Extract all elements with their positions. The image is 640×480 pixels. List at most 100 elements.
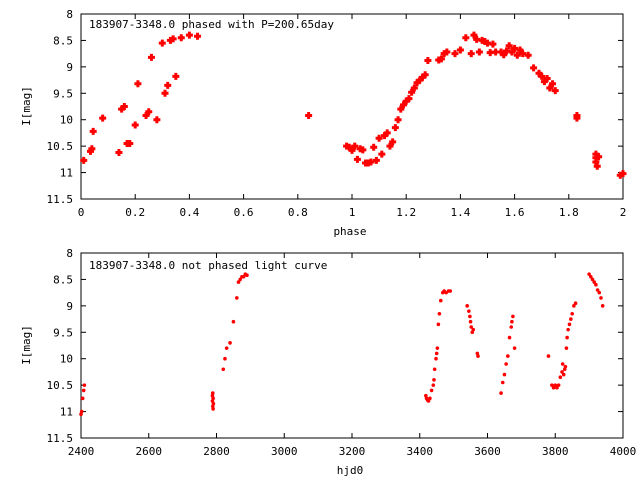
unphased-data-point	[468, 319, 473, 324]
phased-data-point	[80, 156, 88, 164]
phased-data-point	[177, 34, 185, 42]
phased-data-point	[475, 48, 483, 56]
unphased-data-point	[564, 346, 569, 350]
phased-data-point	[592, 150, 600, 158]
unphased-xtick-label: 3200	[339, 445, 366, 458]
phased-data-point	[535, 69, 543, 77]
phased-xtick-label: 0.2	[125, 206, 145, 219]
unphased-data-point	[570, 311, 574, 316]
phased-data-point	[402, 97, 410, 105]
phased-xtick-label: 0	[78, 206, 85, 219]
phased-data-point	[381, 132, 389, 140]
phased-data-point	[595, 153, 603, 161]
phased-data-point	[147, 53, 155, 61]
unphased-data-point	[599, 296, 603, 300]
phased-data-point	[305, 111, 313, 119]
phased-data-point	[383, 129, 391, 137]
unphased-data-point	[565, 335, 569, 340]
unphased-data-point	[468, 314, 472, 319]
unphased-data-point	[426, 399, 431, 403]
phased-data-point	[593, 162, 601, 170]
unphased-data-point	[211, 396, 215, 401]
unphased-data-point	[560, 362, 565, 366]
phased-data-point	[120, 103, 128, 110]
unphased-data-point	[510, 319, 514, 324]
phased-data-point	[134, 80, 142, 88]
phased-plot-title: 183907-3348.0 phased with P=200.65day	[89, 18, 334, 31]
phased-data-point	[408, 88, 416, 96]
unphased-data-point	[590, 277, 595, 282]
phased-data-point	[516, 46, 524, 54]
unphased-data-point	[512, 346, 517, 350]
phased-data-point	[619, 170, 627, 178]
unphased-data-point	[592, 280, 597, 284]
phased-data-point	[551, 87, 559, 95]
phased-data-point	[345, 143, 353, 151]
unphased-xtick-label: 3000	[271, 445, 298, 458]
phased-data-point	[166, 36, 174, 44]
phased-data-point	[161, 89, 169, 97]
phased-data-point	[405, 95, 413, 103]
phased-data-point	[519, 50, 527, 58]
phased-data-point	[410, 84, 418, 92]
unphased-data-point	[432, 367, 437, 372]
phased-ytick-label: 10	[60, 114, 73, 127]
unphased-data-point	[241, 274, 246, 279]
unphased-ytick-label: 10	[60, 353, 73, 366]
phased-data-point	[389, 138, 397, 146]
unphased-data-point	[569, 317, 573, 321]
phased-data-point	[351, 142, 359, 150]
phased-ytick-label: 9.5	[53, 87, 73, 100]
unphased-data-point	[504, 362, 508, 366]
phased-data-point	[378, 150, 386, 158]
unphased-xtick-label: 4000	[610, 445, 637, 458]
unphased-plot-points	[79, 272, 605, 417]
phased-ytick-label: 11.5	[47, 193, 74, 206]
unphased-data-point	[435, 346, 440, 350]
unphased-data-point	[223, 356, 227, 361]
phased-data-point	[492, 48, 500, 56]
unphased-ytick-label: 11	[60, 406, 73, 419]
phased-data-point	[372, 156, 380, 164]
unphased-data-point	[555, 385, 559, 390]
unphased-data-point	[438, 298, 443, 303]
unphased-xtick-label: 3400	[407, 445, 434, 458]
phased-ytick-label: 8	[66, 8, 73, 21]
phased-data-point	[89, 127, 97, 135]
phased-xtick-label: 1	[349, 206, 356, 219]
unphased-data-point	[469, 325, 474, 329]
unphased-data-point	[589, 274, 593, 279]
unphased-data-point	[500, 380, 505, 385]
phased-ytick-label: 10.5	[47, 140, 74, 153]
unphased-data-point	[432, 378, 436, 382]
unphased-ytick-label: 8.5	[53, 273, 73, 286]
phased-xtick-label: 1.6	[505, 206, 525, 219]
phased-data-point	[473, 35, 481, 43]
unphased-plot-xlabel: hjd0	[337, 464, 364, 477]
unphased-plot-ylabel: I[mag]	[20, 325, 33, 365]
unphased-data-point	[436, 322, 441, 327]
phased-data-point	[375, 134, 383, 142]
phased-data-point	[543, 74, 551, 82]
phased-data-point	[540, 78, 548, 86]
unphased-data-point	[566, 327, 570, 332]
unphased-data-point	[587, 272, 591, 276]
unphased-plot-frame	[80, 252, 624, 439]
unphased-data-point	[82, 383, 87, 387]
phased-data-point	[505, 42, 513, 50]
unphased-data-point	[224, 346, 229, 350]
phased-data-point	[546, 84, 554, 92]
unphased-data-point	[594, 282, 598, 287]
unphased-data-point	[79, 409, 84, 414]
unphased-data-point	[546, 354, 551, 358]
phased-data-point	[440, 50, 448, 58]
phased-data-point	[145, 108, 153, 116]
phased-data-point	[353, 155, 361, 163]
phased-data-point	[158, 39, 166, 47]
phased-xtick-label: 1.4	[450, 206, 470, 219]
phased-data-point	[194, 32, 202, 40]
phased-data-point	[391, 124, 399, 132]
unphased-data-point	[228, 341, 232, 345]
phased-data-point	[489, 40, 497, 48]
